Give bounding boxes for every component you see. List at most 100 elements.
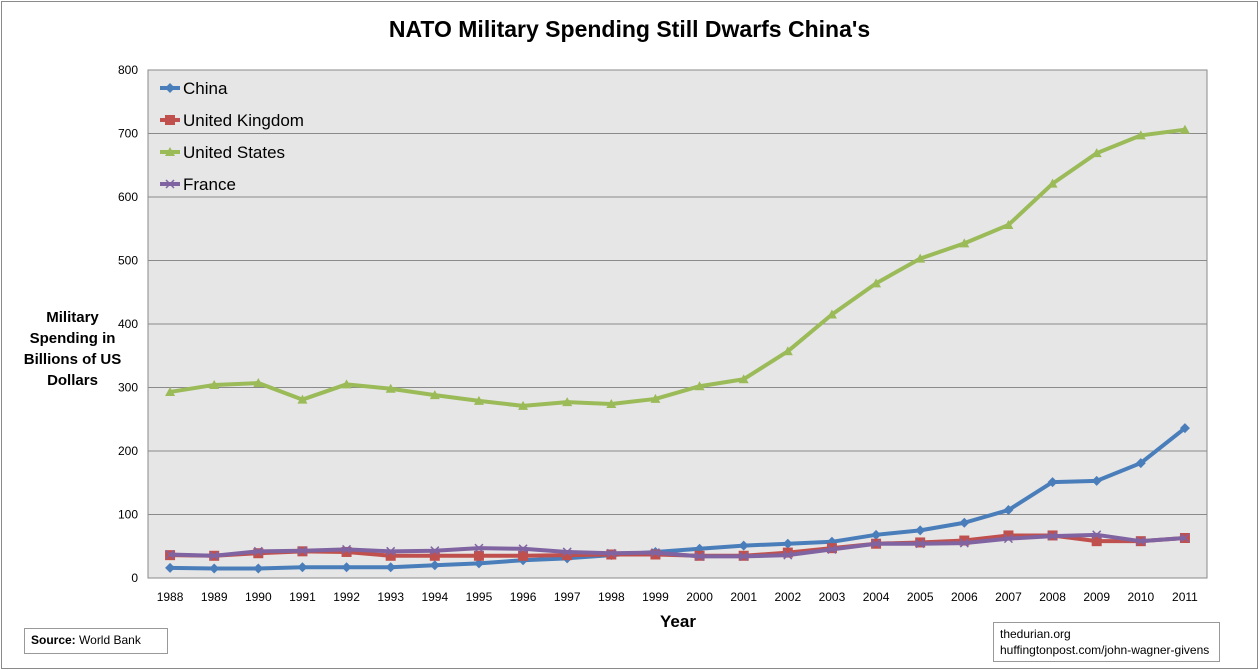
- data-point-united-states: [385, 383, 396, 393]
- data-point-united-states: [1003, 219, 1014, 229]
- data-point-united-states: [694, 381, 705, 391]
- x-tick-label: 1992: [333, 590, 360, 604]
- data-point-united-kingdom: [385, 550, 396, 561]
- data-point-china: [429, 560, 440, 571]
- x-tick-label: 1993: [377, 590, 404, 604]
- data-point-france: [827, 544, 837, 554]
- data-point-france: [959, 538, 969, 548]
- y-tick-label: 800: [118, 63, 138, 77]
- x-tick-label: 2007: [995, 590, 1022, 604]
- x-tick-label: 1999: [642, 590, 669, 604]
- data-point-china: [871, 529, 882, 540]
- data-point-united-kingdom: [1003, 530, 1014, 541]
- data-point-france: [342, 544, 352, 554]
- data-point-china: [297, 562, 308, 573]
- y-tick-label: 300: [118, 381, 138, 395]
- legend-label-united-kingdom: United Kingdom: [183, 111, 304, 130]
- y-tick-label: 500: [118, 254, 138, 268]
- data-point-united-states: [253, 378, 264, 388]
- data-point-china: [738, 540, 749, 551]
- legend-label-china: China: [183, 79, 228, 98]
- x-tick-label: 2004: [863, 590, 890, 604]
- credit-line-2: huffingtonpost.com/john-wagner-givens: [1000, 643, 1210, 657]
- data-point-united-states: [165, 386, 176, 396]
- chart-title: NATO Military Spending Still Dwarfs Chin…: [388, 16, 871, 42]
- y-tick-label: 200: [118, 444, 138, 458]
- x-tick-label: 2010: [1127, 590, 1154, 604]
- source-box: Source: World Bank: [24, 628, 168, 654]
- data-point-france: [695, 551, 705, 561]
- y-tick-label: 600: [118, 190, 138, 204]
- data-point-france: [871, 539, 881, 549]
- data-point-china: [385, 562, 396, 573]
- data-point-united-states: [1047, 178, 1058, 188]
- data-point-france: [474, 543, 484, 553]
- data-point-china: [1091, 475, 1102, 486]
- data-point-united-kingdom: [341, 546, 352, 557]
- x-tick-label: 2006: [951, 590, 978, 604]
- data-point-france: [1048, 531, 1058, 541]
- legend-label-united-states: United States: [183, 143, 285, 162]
- credit-box: thedurian.org huffingtonpost.com/john-wag…: [993, 622, 1221, 662]
- data-point-france: [386, 546, 396, 556]
- x-tick-label: 1990: [245, 590, 272, 604]
- data-point-united-states: [209, 379, 220, 389]
- data-point-china: [1047, 477, 1058, 488]
- x-tick-label: 1988: [157, 590, 184, 604]
- data-point-united-kingdom: [782, 547, 793, 558]
- data-point-france: [165, 549, 175, 560]
- x-tick-label: 2008: [1039, 590, 1066, 604]
- data-point-france: [518, 544, 528, 554]
- data-point-france: [1003, 534, 1013, 544]
- data-point-france: [1092, 530, 1102, 540]
- data-point-france: [1180, 533, 1190, 543]
- data-point-china: [165, 562, 176, 573]
- x-tick-label: 1996: [510, 590, 537, 604]
- series-line-france: [170, 532, 1186, 559]
- source-value: World Bank: [79, 633, 141, 647]
- series-line-china: [170, 426, 1187, 571]
- data-point-united-kingdom: [562, 550, 573, 561]
- data-point-france: [430, 546, 440, 556]
- x-tick-label: 1994: [421, 590, 448, 604]
- data-point-united-states: [1091, 148, 1102, 158]
- data-point-united-states: [782, 346, 793, 356]
- x-axis-label: Year: [660, 612, 696, 631]
- data-point-france: [297, 546, 307, 556]
- data-point-france: [209, 551, 219, 561]
- data-point-china: [1135, 458, 1146, 469]
- data-point-united-kingdom: [429, 550, 440, 561]
- y-tick-label: 0: [131, 571, 138, 585]
- legend-marker-united-states: [165, 147, 175, 156]
- source-label: Source:: [31, 633, 76, 647]
- x-tick-label: 1989: [201, 590, 228, 604]
- x-tick-label: 1997: [554, 590, 581, 604]
- data-point-united-kingdom: [1091, 536, 1102, 547]
- data-point-united-states: [738, 374, 749, 384]
- data-point-united-states: [650, 393, 661, 403]
- data-point-china: [1003, 505, 1014, 516]
- data-point-united-states: [871, 278, 882, 288]
- data-point-united-states: [429, 390, 440, 400]
- data-point-china: [473, 558, 484, 569]
- data-point-united-states: [606, 399, 617, 409]
- data-point-united-states: [1179, 124, 1190, 134]
- data-point-china: [1179, 423, 1190, 434]
- data-point-united-states: [959, 238, 970, 248]
- data-point-france: [253, 546, 263, 556]
- data-point-china: [341, 562, 352, 573]
- data-point-united-kingdom: [473, 550, 484, 561]
- data-point-china: [915, 525, 926, 536]
- y-tick-label: 100: [118, 508, 138, 522]
- data-point-united-states: [297, 394, 308, 404]
- x-tick-label: 1995: [466, 590, 493, 604]
- data-point-united-kingdom: [959, 535, 970, 546]
- data-point-france: [562, 547, 572, 557]
- series-line-united-states: [169, 127, 1186, 408]
- legend-marker-china: [165, 83, 175, 93]
- data-point-china: [959, 517, 970, 528]
- data-point-china: [782, 538, 793, 549]
- data-point-united-states: [915, 253, 926, 263]
